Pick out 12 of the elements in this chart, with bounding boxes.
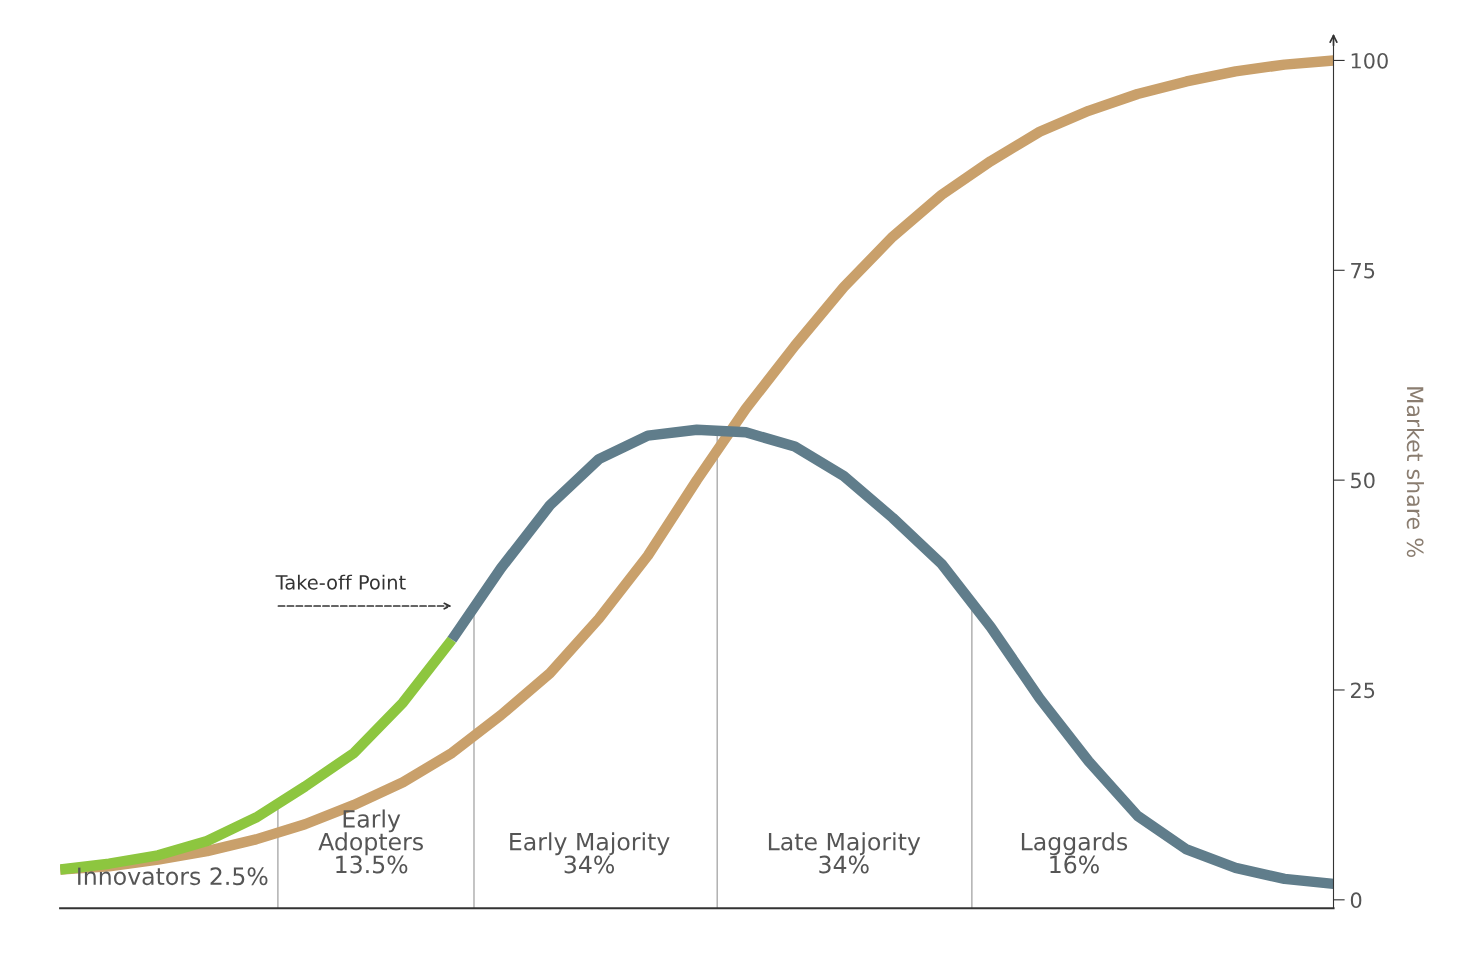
y-tick-label: 100 xyxy=(1351,52,1388,69)
annotation: Laggards 16% xyxy=(1021,832,1128,874)
annotation: Early Majority 34% xyxy=(510,832,670,874)
annotation: Innovators 2.5% xyxy=(78,867,268,886)
annotation: Late Majority 34% xyxy=(768,832,921,874)
y-tick-label: 0 xyxy=(1350,892,1362,909)
y-axis-title: Market share % xyxy=(1406,387,1424,558)
y-tick-label: 25 xyxy=(1351,682,1375,699)
annotation: Take-off Point xyxy=(275,574,406,590)
y-tick-label: 50 xyxy=(1351,472,1375,489)
y-tick-label: 75 xyxy=(1351,263,1375,279)
annotation: Early Adopters 13.5% xyxy=(318,809,423,874)
